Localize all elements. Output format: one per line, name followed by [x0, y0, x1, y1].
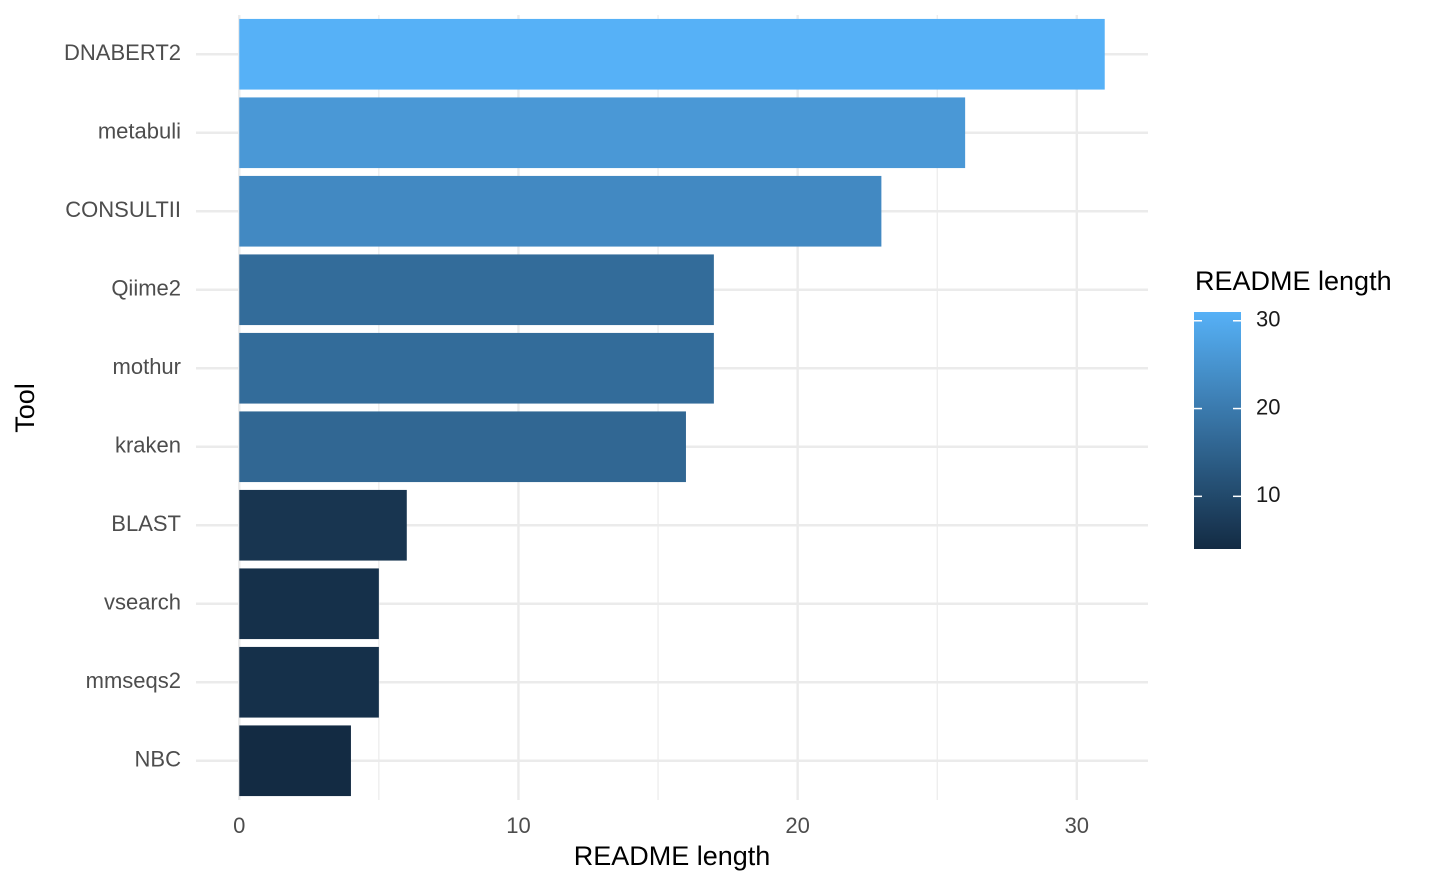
- legend-title: README length: [1195, 266, 1392, 296]
- legend-label: 20: [1256, 394, 1280, 419]
- y-tick-label: kraken: [115, 433, 181, 458]
- x-tick-label: 20: [785, 813, 809, 838]
- bar: [239, 332, 714, 404]
- x-tick-label: 10: [506, 813, 530, 838]
- bar: [239, 18, 1105, 90]
- x-tick-label: 0: [233, 813, 245, 838]
- bar: [239, 646, 379, 718]
- y-tick-label: BLAST: [111, 511, 181, 536]
- bar: [239, 97, 966, 169]
- y-tick-label: NBC: [135, 747, 182, 772]
- bar: [239, 489, 407, 561]
- y-tick-label: mothur: [113, 354, 181, 379]
- bar: [239, 725, 351, 797]
- legend-label: 30: [1256, 307, 1280, 332]
- bar: [239, 254, 714, 326]
- colorbar: [1194, 312, 1241, 549]
- y-tick-label: Qiime2: [111, 276, 181, 301]
- y-tick-label: CONSULTII: [65, 197, 181, 222]
- y-tick-label: vsearch: [104, 590, 181, 615]
- y-tick-label: metabuli: [98, 119, 181, 144]
- legend-label: 10: [1256, 482, 1280, 507]
- x-tick-label: 30: [1065, 813, 1089, 838]
- y-tick-label: DNABERT2: [64, 40, 181, 65]
- bar: [239, 568, 379, 640]
- y-tick-label: mmseqs2: [86, 668, 181, 693]
- y-axis-title: Tool: [10, 383, 40, 433]
- bar: [239, 175, 882, 247]
- bar: [239, 411, 686, 483]
- x-axis-title: README length: [574, 841, 771, 871]
